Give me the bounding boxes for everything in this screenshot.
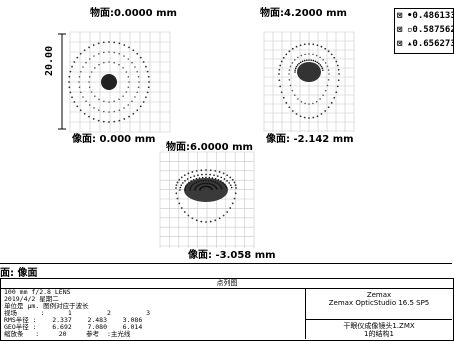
legend-marker-icon: ▫ bbox=[407, 25, 413, 35]
rms-row: RMS半径 : 2.337 2.483 3.086 bbox=[4, 316, 143, 324]
company-name: Zemax bbox=[366, 291, 392, 299]
legend-marker-icon: • bbox=[407, 11, 413, 21]
grid-field-2 bbox=[263, 31, 355, 132]
legend-item-1: ⊠ •0.486133 bbox=[395, 9, 454, 23]
info-panel-title: 点列图 bbox=[1, 279, 453, 289]
scale-bar-label: 20.00 bbox=[44, 45, 55, 76]
object-field-label-2: 物面:4.2000 mm bbox=[260, 8, 347, 19]
spot-diagram-field-2 bbox=[263, 31, 355, 132]
spot-pattern-field-2 bbox=[278, 43, 340, 119]
info-panel-details: 100 mm f/2.8 LENS 2019/4/2 星期二 单位是 μm. 图… bbox=[4, 289, 304, 338]
legend-item-2: ⊠ ▫0.587562 bbox=[395, 23, 454, 37]
software-version: Zemax OpticStudio 16.5 SP5 bbox=[328, 299, 430, 307]
legend-checkbox-icon: ⊠ bbox=[397, 39, 403, 49]
object-field-label-3: 物面:6.0000 mm bbox=[166, 142, 253, 153]
file-name: 干眼仪成像镜头1.ZMX bbox=[343, 322, 415, 330]
legend-value: 0.486133 bbox=[412, 11, 454, 21]
surface-label: 面: 像面 bbox=[0, 268, 38, 279]
image-height-label-2: 像面: -2.142 mm bbox=[266, 134, 354, 145]
config-name: 1的结构1 bbox=[364, 330, 394, 338]
legend-item-3: ⊠ ▴0.656273 bbox=[395, 37, 454, 51]
unit-text: 单位是 μm. 图例对应于波长 bbox=[4, 302, 89, 310]
object-field-label-1: 物面:0.0000 mm bbox=[90, 8, 177, 19]
lens-name: 100 mm f/2.8 LENS bbox=[4, 288, 71, 296]
image-height-label-3: 像面: -3.058 mm bbox=[188, 250, 276, 261]
date-text: 2019/4/2 星期二 bbox=[4, 295, 59, 303]
legend-value: 0.587562 bbox=[412, 25, 454, 35]
spot-pattern-field-3 bbox=[175, 169, 237, 223]
spot-diagram-field-3 bbox=[159, 151, 255, 248]
legend-marker-icon: ▴ bbox=[407, 39, 413, 49]
scale-row: 缩放条 : 20 参考 :主光线 bbox=[4, 330, 131, 338]
divider bbox=[0, 263, 452, 264]
info-panel: 点列图 100 mm f/2.8 LENS 2019/4/2 星期二 单位是 μ… bbox=[0, 278, 454, 341]
legend-checkbox-icon: ⊠ bbox=[397, 11, 403, 21]
spot-pattern-field-1 bbox=[68, 41, 150, 123]
geo-row: GEO半径 : 6.692 7.080 6.014 bbox=[4, 323, 143, 331]
wavelength-legend: ⊠ •0.486133 ⊠ ▫0.587562 ⊠ ▴0.656273 bbox=[394, 8, 454, 54]
legend-checkbox-icon: ⊠ bbox=[397, 25, 403, 35]
image-height-label-1: 像面: 0.000 mm bbox=[72, 134, 156, 145]
field-row: 视场 : 1 2 3 bbox=[4, 309, 151, 317]
grid-field-1 bbox=[69, 31, 171, 133]
legend-value: 0.656273 bbox=[412, 39, 454, 49]
info-panel-vendor: Zemax Zemax OpticStudio 16.5 SP5 干眼仪成像镜头… bbox=[305, 289, 452, 339]
spot-diagram-field-1 bbox=[58, 31, 171, 133]
